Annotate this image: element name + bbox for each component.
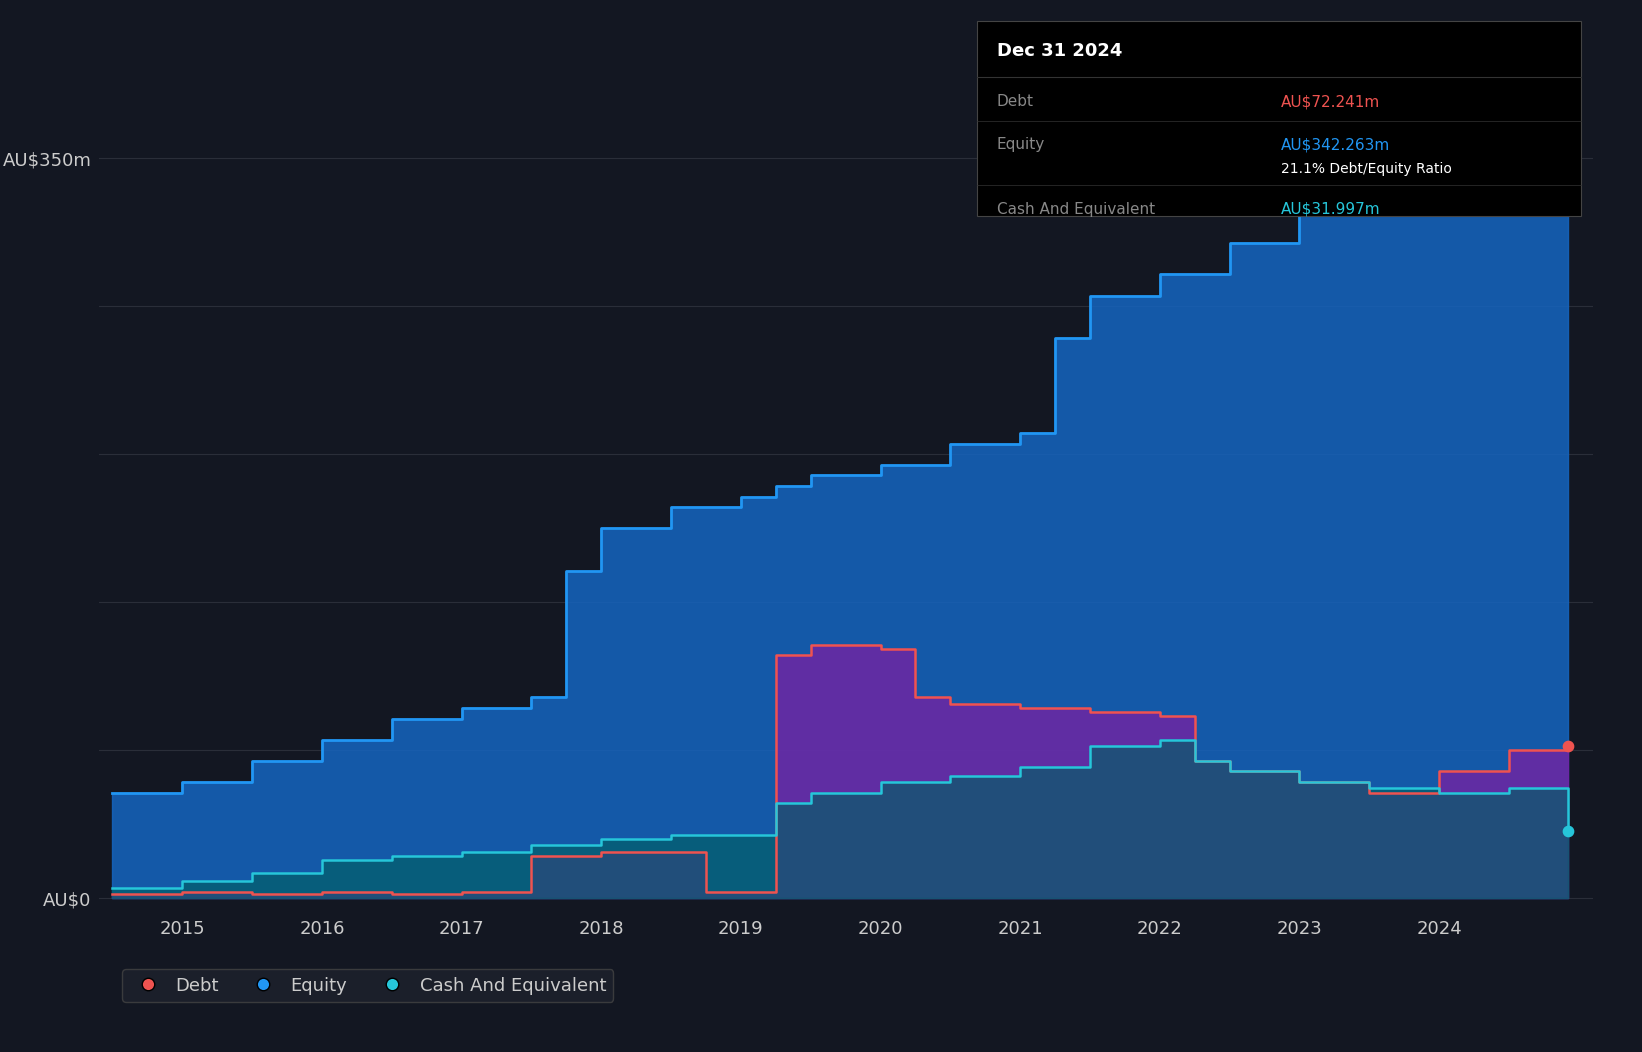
Text: AU$342.263m: AU$342.263m [1281, 138, 1391, 153]
Text: Equity: Equity [997, 138, 1044, 153]
Text: Dec 31 2024: Dec 31 2024 [997, 42, 1121, 60]
Point [1555, 823, 1581, 839]
Point [1555, 737, 1581, 754]
Text: Cash And Equivalent: Cash And Equivalent [997, 202, 1154, 217]
Text: AU$31.997m: AU$31.997m [1281, 202, 1381, 217]
Text: AU$72.241m: AU$72.241m [1281, 95, 1379, 109]
Legend: Debt, Equity, Cash And Equivalent: Debt, Equity, Cash And Equivalent [123, 969, 612, 1002]
Text: Debt: Debt [997, 95, 1034, 109]
Text: 21.1% Debt/Equity Ratio: 21.1% Debt/Equity Ratio [1281, 162, 1452, 176]
Point [1555, 166, 1581, 183]
